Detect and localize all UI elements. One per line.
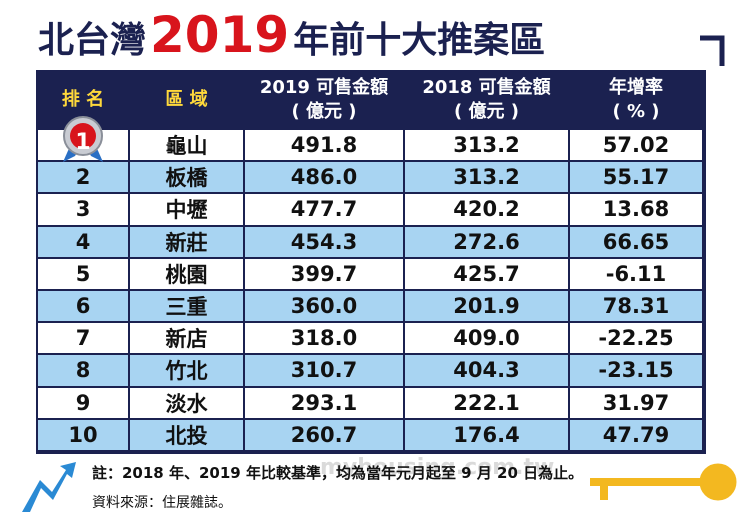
table-cell: 13.68 <box>570 194 702 225</box>
corner-line <box>700 35 725 66</box>
table-cell: 5 <box>38 258 128 289</box>
table-cell: 260.7 <box>245 419 403 450</box>
header-line: 區 域 <box>165 89 208 110</box>
table-cell: 310.7 <box>245 355 403 386</box>
header-line: 年增率 <box>609 77 663 98</box>
table-cell: 313.2 <box>405 130 568 161</box>
table-cell: 新店 <box>130 323 243 354</box>
header-line: ( % ) <box>612 101 660 122</box>
table-cell: 66.65 <box>570 226 702 257</box>
table-cell: 491.8 <box>245 130 403 161</box>
table-cell: 4 <box>38 226 128 257</box>
table-cell: -23.15 <box>570 355 702 386</box>
table-cell: 272.6 <box>405 226 568 257</box>
table-cell: 中壢 <box>130 194 243 225</box>
table-cell: 55.17 <box>570 162 702 193</box>
table-cell: -6.11 <box>570 258 702 289</box>
table-cell: 425.7 <box>405 258 568 289</box>
note: 註：2018 年、2019 年比較基準，均為當年元月起至 9 月 20 日為止。 <box>92 464 584 482</box>
table-cell: 10 <box>38 419 128 450</box>
column-header: 區 域 <box>130 72 243 128</box>
table-cell: 31.97 <box>570 387 702 418</box>
table-cell: 47.79 <box>570 419 702 450</box>
table-cell: 293.1 <box>245 387 403 418</box>
header-line: ( 億元 ) <box>454 101 519 122</box>
table-cell: 486.0 <box>245 162 403 193</box>
table-cell: 360.0 <box>245 291 403 322</box>
table-cell: 477.7 <box>245 194 403 225</box>
title-prefix: 北台灣 <box>38 20 147 61</box>
column-header: 年增率 ( % ) <box>570 72 702 128</box>
table-cell: 9 <box>38 387 128 418</box>
source: 資料來源：住展雜誌。 <box>92 495 232 511</box>
table-cell: 7 <box>38 323 128 354</box>
table-cell: 399.7 <box>245 258 403 289</box>
table-cell: 3 <box>38 194 128 225</box>
rank-text: 1 <box>75 129 91 155</box>
title: 北台灣 2019 年前十大推案區 <box>38 6 545 66</box>
table-cell: 318.0 <box>245 323 403 354</box>
table-cell: 176.4 <box>405 419 568 450</box>
header-line: 排 名 <box>61 89 105 110</box>
table-cell: 淡水 <box>130 387 243 418</box>
column-header: 2019 可售金額 ( 億元 ) <box>245 72 403 128</box>
table-cell: 1 <box>38 116 128 162</box>
header-line: 2019 可售金額 <box>259 77 389 98</box>
table-cell: 龜山 <box>130 130 243 161</box>
watermark: myhousing.com.tw <box>320 455 555 480</box>
header-line: 2018 可售金額 <box>422 77 551 98</box>
key-head <box>696 460 740 504</box>
key-shaft <box>590 478 700 486</box>
table-cell: 222.1 <box>405 387 568 418</box>
key-tooth <box>600 486 608 500</box>
column-header: 2018 可售金額 ( 億元 ) <box>405 72 568 128</box>
arrow-icon <box>22 462 76 512</box>
table-cell: 78.31 <box>570 291 702 322</box>
table-cell: -22.25 <box>570 323 702 354</box>
title-suffix: 年前十大推案區 <box>293 20 546 61</box>
table-cell: 三重 <box>130 291 243 322</box>
table-cell: 6 <box>38 291 128 322</box>
table-cell: 313.2 <box>405 162 568 193</box>
table-cell: 北投 <box>130 419 243 450</box>
table-cell: 新莊 <box>130 226 243 257</box>
table-cell: 420.2 <box>405 194 568 225</box>
column-header: 排 名 <box>38 72 128 128</box>
table-cell: 409.0 <box>405 323 568 354</box>
table-cell: 454.3 <box>245 226 403 257</box>
table-cell: 8 <box>38 355 128 386</box>
table-cell: 2 <box>38 162 128 193</box>
table-cell: 竹北 <box>130 355 243 386</box>
title-year: 2019 <box>150 6 290 64</box>
medal <box>63 116 103 162</box>
table-cell: 404.3 <box>405 355 568 386</box>
table-cell: 201.9 <box>405 291 568 322</box>
header-line: ( 億元 ) <box>291 101 357 122</box>
table: 排 名 區 域 2019 可售金額 ( 億元 ) 2018 可售金額 ( 億元 ) 年增率 (… <box>36 70 706 454</box>
table-cell: 板橋 <box>130 162 243 193</box>
table-cell: 桃園 <box>130 258 243 289</box>
table-cell: 57.02 <box>570 130 702 161</box>
